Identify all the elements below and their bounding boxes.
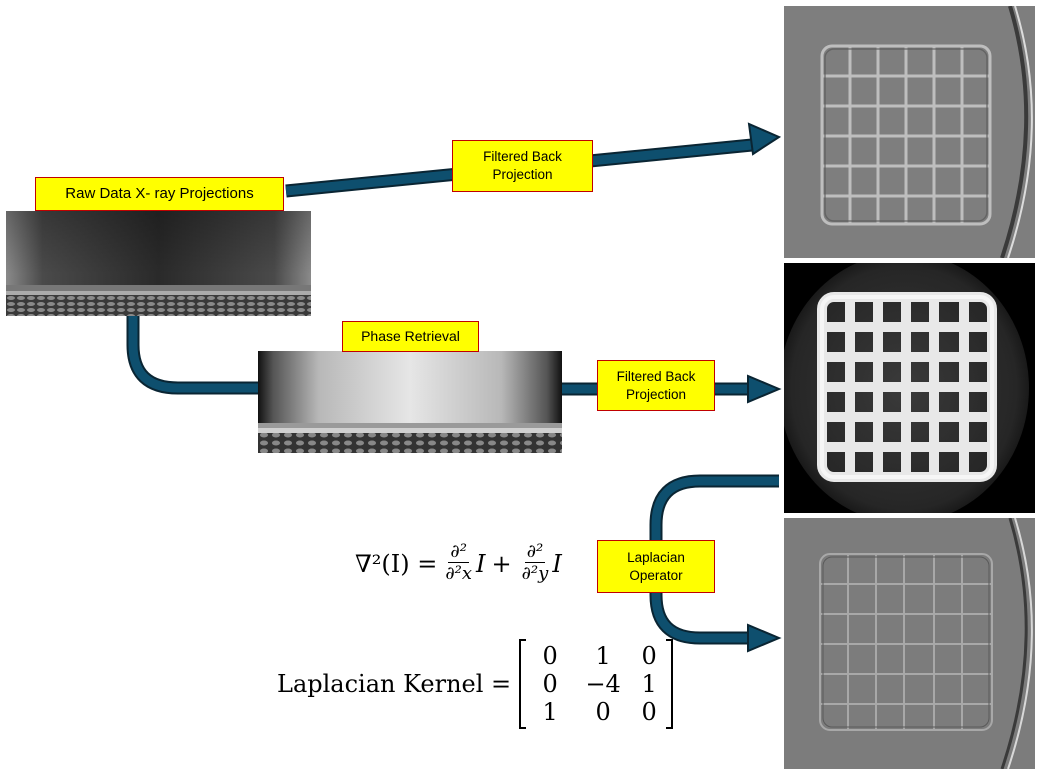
fbp-middle-label: Filtered Back Projection [597,360,715,411]
equation-term1-variable: I [476,549,486,578]
laplacian-label: Laplacian Operator [597,540,715,593]
equation-plus: + [491,549,512,578]
laplacian-equation: ∇²(I) = ∂² ∂²x I + ∂² ∂²y I [355,542,562,585]
raw-data-label: Raw Data X- ray Projections [35,177,284,211]
kernel-matrix: 0 1 0 0 −4 1 1 0 0 [519,639,674,729]
kernel-label: Laplacian Kernel = [277,670,512,698]
kernel-cell: −4 [585,670,621,698]
equation-term2-numerator: ∂² [524,541,546,563]
fbp-raw-reconstruction-image [784,6,1035,258]
raw-projection-image [6,211,311,316]
equation-term1-numerator: ∂² [448,541,469,563]
phase-retrieval-image [258,351,562,453]
kernel-cell: 1 [641,670,657,698]
laplacian-kernel: Laplacian Kernel = 0 1 0 0 −4 1 1 0 0 [277,639,674,729]
equation-lhs: ∇²(I) = [355,549,438,578]
kernel-cell: 0 [542,642,558,670]
laplacian-reconstruction-image [784,518,1035,769]
equation-term2-variable: I [552,549,562,578]
kernel-cell: 0 [542,670,558,698]
kernel-cell: 1 [542,698,558,726]
fbp-phase-reconstruction-image [784,263,1035,513]
equation-term2-fraction: ∂² ∂²y [520,542,551,585]
kernel-cell: 0 [641,698,657,726]
equation-term1-denominator: ∂²x [445,563,473,584]
fbp-top-label: Filtered Back Projection [452,140,593,192]
kernel-cell: 1 [595,642,611,670]
arrow-raw-to-phase [126,316,260,395]
kernel-cell: 0 [595,698,611,726]
equation-term2-denominator: ∂²y [521,563,549,584]
phase-retrieval-label: Phase Retrieval [342,321,479,352]
equation-term1-fraction: ∂² ∂²x [443,542,474,585]
kernel-cell: 0 [641,642,657,670]
